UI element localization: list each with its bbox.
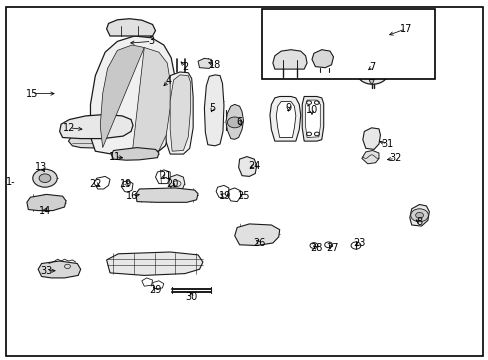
Text: 30: 30 (185, 292, 198, 302)
Text: 14: 14 (39, 206, 51, 216)
Text: 26: 26 (252, 238, 265, 248)
Text: 19: 19 (120, 179, 132, 189)
Polygon shape (409, 204, 428, 226)
Polygon shape (305, 100, 320, 138)
Text: 24: 24 (247, 161, 260, 171)
Polygon shape (60, 114, 133, 139)
Circle shape (33, 169, 57, 187)
Text: 9: 9 (285, 103, 291, 113)
Text: 21: 21 (159, 171, 171, 181)
Text: 12: 12 (63, 123, 76, 133)
Circle shape (410, 209, 427, 222)
Text: 23: 23 (352, 238, 365, 248)
Polygon shape (234, 224, 279, 246)
Polygon shape (170, 75, 190, 151)
Text: 11: 11 (108, 152, 121, 162)
Polygon shape (368, 79, 373, 84)
Polygon shape (111, 148, 159, 160)
Text: 2: 2 (183, 62, 188, 72)
Text: 27: 27 (325, 243, 338, 253)
Polygon shape (272, 50, 306, 69)
Text: 22: 22 (89, 179, 102, 189)
Text: 6: 6 (236, 117, 242, 127)
Text: 31: 31 (380, 139, 393, 149)
Text: 4: 4 (165, 76, 171, 86)
Polygon shape (238, 157, 256, 176)
Text: 3: 3 (148, 36, 154, 46)
Polygon shape (106, 19, 155, 36)
Polygon shape (132, 48, 170, 155)
Text: 16: 16 (125, 191, 138, 201)
Circle shape (356, 61, 387, 84)
Text: 5: 5 (209, 103, 215, 113)
Polygon shape (362, 128, 380, 149)
Polygon shape (38, 261, 81, 278)
Polygon shape (225, 104, 243, 139)
Polygon shape (361, 150, 378, 164)
Text: 20: 20 (165, 179, 178, 189)
Polygon shape (302, 96, 323, 141)
Circle shape (363, 66, 381, 79)
Text: 19: 19 (218, 191, 231, 201)
Text: 15: 15 (25, 89, 38, 99)
Polygon shape (168, 175, 184, 190)
Polygon shape (198, 58, 212, 68)
Circle shape (415, 212, 423, 218)
Text: 13: 13 (35, 162, 48, 172)
Text: 10: 10 (305, 105, 318, 115)
Polygon shape (311, 50, 333, 68)
Polygon shape (136, 188, 198, 202)
Text: 32: 32 (388, 153, 401, 163)
Text: 17: 17 (399, 24, 411, 34)
Polygon shape (276, 102, 295, 138)
Text: 8: 8 (416, 217, 422, 228)
Text: 7: 7 (369, 62, 375, 72)
Polygon shape (90, 36, 175, 157)
Text: 33: 33 (40, 266, 53, 276)
Text: 18: 18 (208, 60, 221, 70)
Polygon shape (269, 96, 300, 141)
Polygon shape (68, 137, 141, 148)
Polygon shape (27, 194, 66, 211)
Bar (261, 9, 434, 79)
Polygon shape (204, 75, 224, 146)
Text: 1-: 1- (6, 177, 16, 187)
Text: 28: 28 (310, 243, 323, 253)
Circle shape (39, 174, 51, 183)
Polygon shape (100, 45, 144, 148)
Polygon shape (106, 252, 203, 275)
Text: 29: 29 (149, 285, 162, 295)
Circle shape (227, 117, 242, 128)
Text: 25: 25 (237, 191, 249, 201)
Polygon shape (165, 72, 193, 154)
